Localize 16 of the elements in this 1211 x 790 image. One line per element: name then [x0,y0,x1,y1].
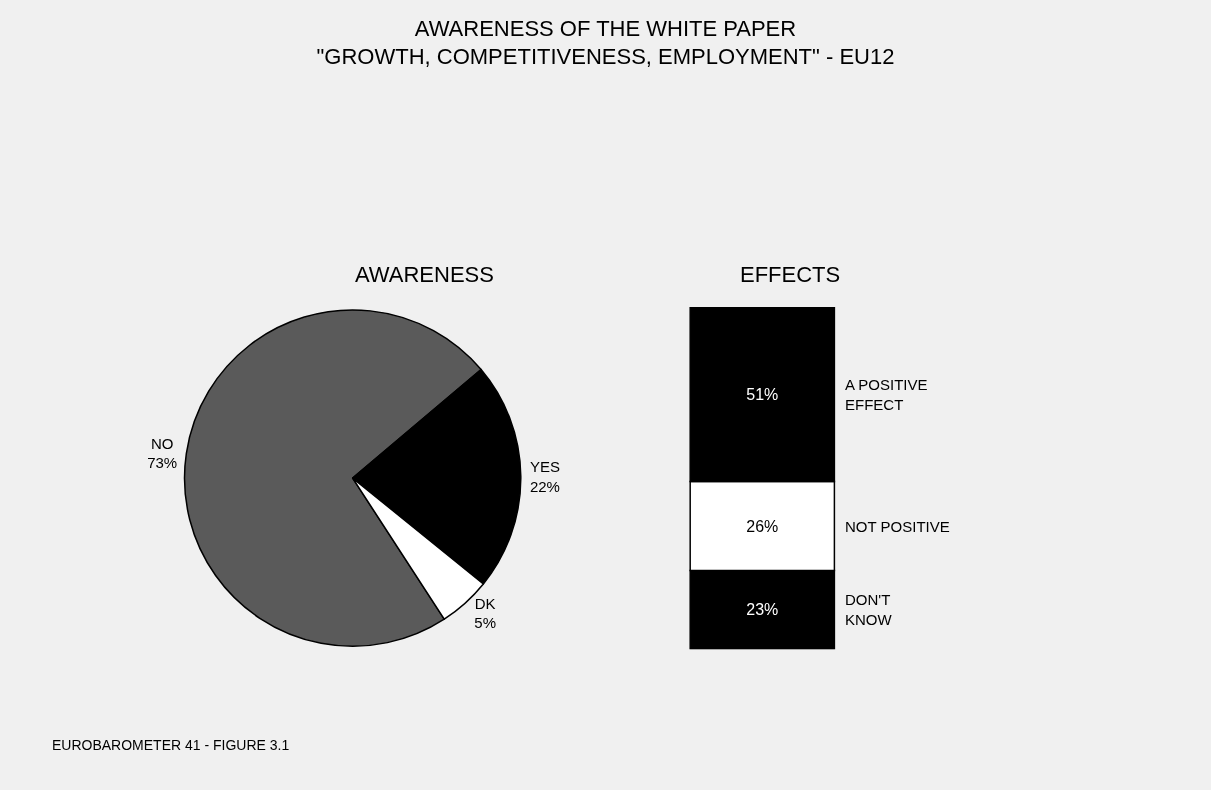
data-label: 22% [529,477,560,495]
data-label: 73% [147,454,178,472]
series-label: DON'T KNOW [845,591,893,628]
text: AWARENESS OF THE WHITE PAPER "GROWTH, COMPETITIVENESS, EMPLOYMENT" - EU12 [316,15,895,70]
series-label: A POSITIVE EFFECT [845,376,928,413]
chart-title: EFFECTS [740,262,841,287]
data-label: 51% [746,385,779,403]
chart-subtitle: AWARENESS [355,262,494,287]
slice-label: YES [529,458,560,476]
data-label: 26% [746,517,779,535]
data-label: 23% [746,601,779,619]
series-label: NOT POSITIVE [845,518,950,535]
text: EUROBAROMETER 41 - FIGURE 3.1 [52,737,290,753]
slice-label: DK [474,594,496,612]
slice-label: NO [150,434,174,452]
data-label: 5% [474,614,496,632]
